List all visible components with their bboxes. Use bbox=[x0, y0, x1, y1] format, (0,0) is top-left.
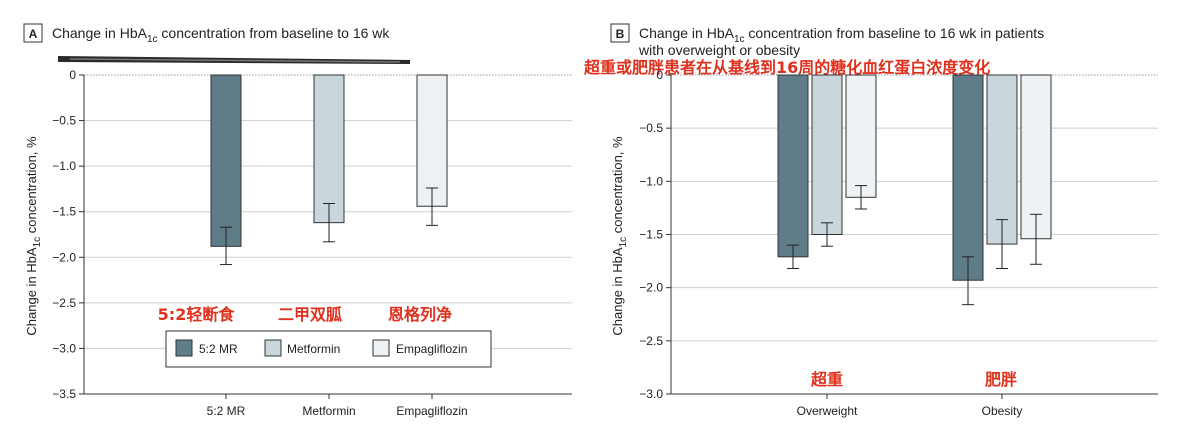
panel-a-header: A Change in HbA1c concentration from bas… bbox=[23, 23, 410, 64]
panel-a-plot: 0 −0.5 −1.0 −1.5 −2.0 −2.5 −3.0 −3.5 5:2 MR Metfo… bbox=[52, 68, 572, 418]
panel-a-ytick-label: −3.5 bbox=[52, 387, 76, 401]
annotation-overweight-cn: 超重 bbox=[810, 370, 843, 389]
panel-a-legend: 5:2 MR Metformin Empagliflozin bbox=[165, 330, 492, 368]
panel-b-ytick-label: 0 bbox=[656, 68, 663, 82]
panel-a-ytick-label: 0 bbox=[69, 68, 76, 82]
panel-b-ytick-label: −1.0 bbox=[639, 174, 663, 188]
panel-b-xtick-label: Overweight bbox=[797, 404, 858, 418]
panel-b-plot: 0 −0.5 −1.0 −1.5 −2.0 −2.5 −3.0 Overweight Obesi… bbox=[639, 68, 1158, 418]
panel-b-bar-1-1 bbox=[986, 74, 1018, 245]
panel-a-ylabel: Change in HbA1c concentration, % bbox=[24, 136, 43, 336]
panel-a-badge bbox=[23, 23, 43, 43]
panel-a-bar-1 bbox=[313, 74, 345, 224]
panel-a-ytick-label: −1.5 bbox=[52, 205, 76, 219]
panel-a-ytick-label: −2.0 bbox=[52, 250, 76, 264]
panel-b-bar-0-0 bbox=[777, 74, 809, 258]
panel-b-ytick-label: −2.5 bbox=[639, 334, 663, 348]
panel-a-xtick-label: 5:2 MR bbox=[207, 404, 246, 418]
annotation-obesity-cn: 肥胖 bbox=[985, 370, 1017, 389]
panel-a-ytick-label: −3.0 bbox=[52, 341, 76, 355]
panel-b-bar-1-0 bbox=[952, 74, 984, 281]
panel-b-header: B Change in HbA1c concentration from bas… bbox=[583, 23, 1044, 77]
annotation-52-fasting: 5:2轻断食 bbox=[158, 305, 236, 324]
scribble-strike-highlight bbox=[69, 58, 401, 63]
panel-a-xtick-label: Empagliflozin bbox=[396, 404, 467, 418]
annotation-metformin-cn: 二甲双胍 bbox=[278, 305, 342, 324]
panel-b-ytick-label: −3.0 bbox=[639, 387, 663, 401]
panel-a-bar-2 bbox=[416, 74, 448, 207]
panel-a-ytick-label: −2.5 bbox=[52, 296, 76, 310]
legend-swatch-52mr bbox=[175, 339, 193, 357]
panel-b-bar-0-1 bbox=[811, 74, 843, 235]
panel-b-ylabel: Change in HbA1c concentration, % bbox=[610, 136, 629, 336]
panel-b-xtick-label: Obesity bbox=[982, 404, 1023, 418]
legend-label-empagliflozin: Empagliflozin bbox=[396, 342, 467, 356]
panel-a-ytick-label: −1.0 bbox=[52, 159, 76, 173]
panel-a-letter: A bbox=[29, 27, 38, 41]
panel-b-title-line2: with overweight or obesity bbox=[638, 42, 800, 58]
panel-a-xtick-label: Metformin bbox=[302, 404, 355, 418]
panel-a-bar-0 bbox=[210, 74, 242, 247]
panel-b-letter: B bbox=[616, 27, 625, 41]
legend-box bbox=[165, 330, 492, 368]
panel-b-bar-0-2 bbox=[845, 74, 877, 198]
panel-b-chinese-title: 超重或肥胖患者在从基线到16周的糖化血红蛋白浓度变化 bbox=[583, 58, 990, 77]
legend-label-52mr: 5:2 MR bbox=[199, 342, 238, 356]
panel-a-ytick-label: −0.5 bbox=[52, 114, 76, 128]
legend-swatch-empagliflozin bbox=[372, 339, 390, 357]
legend-label-metformin: Metformin bbox=[287, 342, 340, 356]
panel-b-bar-1-2 bbox=[1020, 74, 1052, 240]
panel-a-title: Change in HbA1c concentration from basel… bbox=[52, 25, 390, 45]
annotation-empagliflozin-cn: 恩格列净 bbox=[388, 305, 452, 324]
panel-b-title-line1: Change in HbA1c concentration from basel… bbox=[639, 25, 1044, 45]
legend-swatch-metformin bbox=[264, 339, 282, 357]
panel-b-badge bbox=[610, 23, 630, 43]
panel-b-ytick-label: −1.5 bbox=[639, 228, 663, 242]
panel-b-ytick-label: −2.0 bbox=[639, 281, 663, 295]
panel-b-ytick-label: −0.5 bbox=[639, 121, 663, 135]
